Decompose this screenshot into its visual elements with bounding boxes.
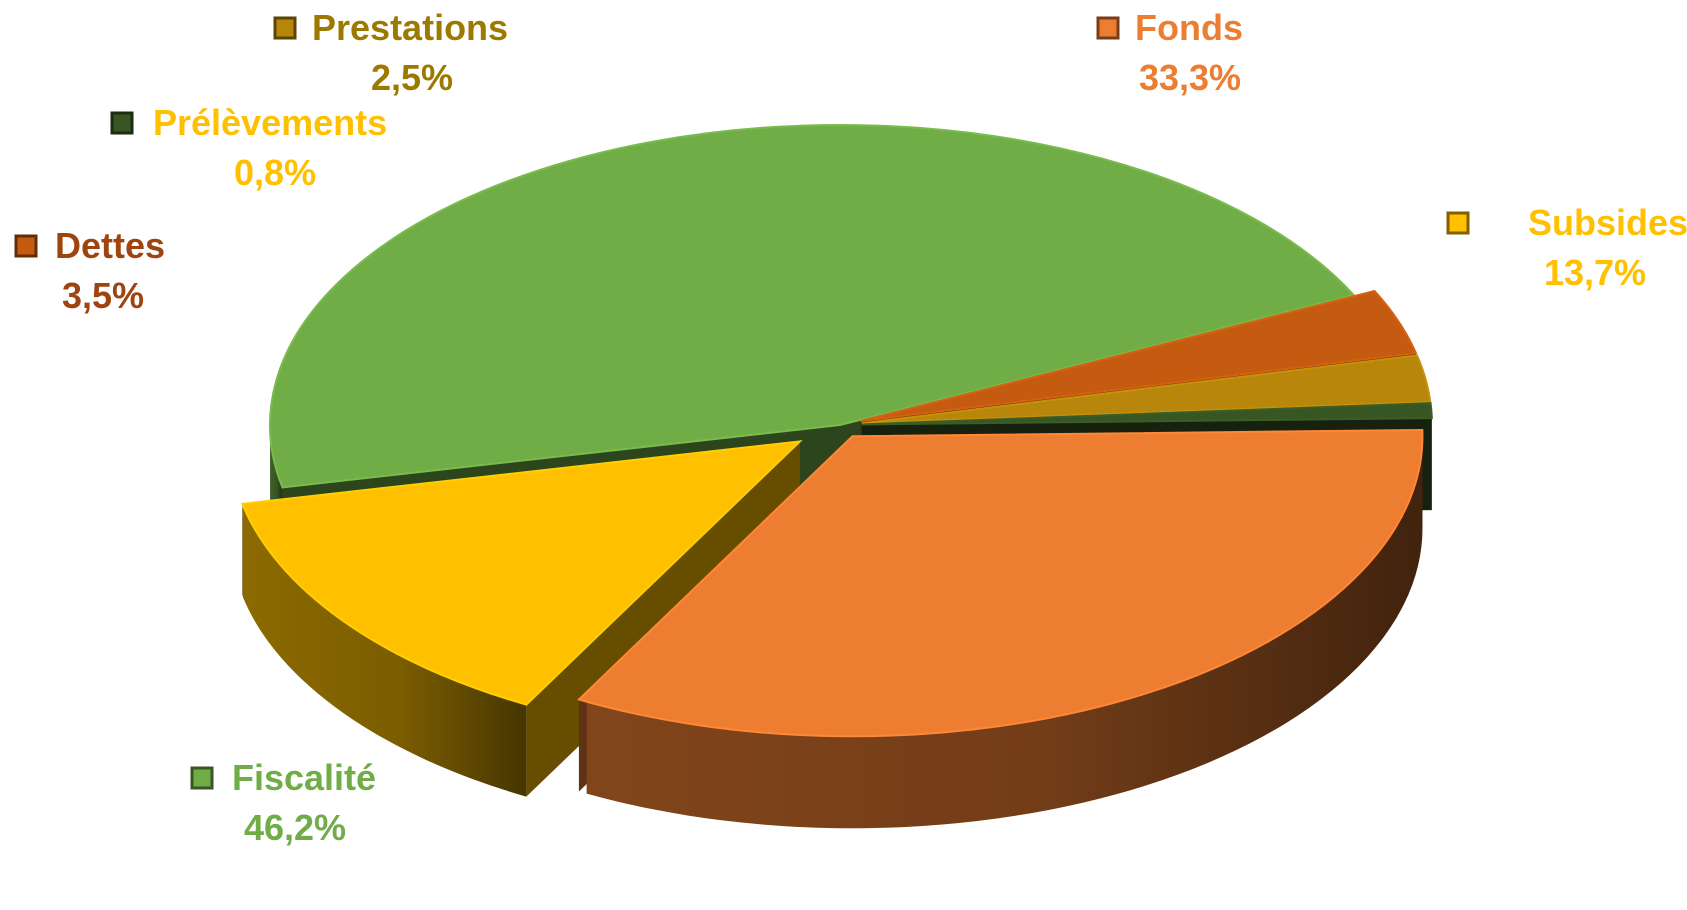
slice-fiscalite	[269, 124, 1356, 489]
slice-subsides-side-shade	[243, 505, 527, 797]
slice-dettes	[860, 289, 1418, 422]
slice-labels: Fiscalité 46,2% Dettes 3,5% Prestations 2,5%P…	[14, 7, 1687, 848]
slice-label-fonds: Fonds	[1135, 7, 1243, 48]
legend-marker-fonds	[1096, 16, 1120, 40]
legend-marker-fiscalite	[190, 766, 214, 790]
slice-value-subsides: 13,7%	[1544, 252, 1646, 293]
slice-label-subsides: Subsides	[1528, 202, 1687, 243]
legend-marker-prestations	[273, 16, 297, 40]
slice-subsides	[240, 440, 803, 706]
legend-marker-prelevements	[110, 111, 134, 135]
slice-fonds-side-shade	[586, 435, 1423, 829]
legend-marker-subsides	[1446, 211, 1470, 235]
slice-prestations	[861, 354, 1432, 425]
slice-value-fiscalite: 46,2%	[244, 807, 346, 848]
slice-prelevements	[861, 402, 1433, 426]
slice-value-fonds: 33,3%	[1139, 57, 1241, 98]
slice-label-dettes: Dettes	[55, 225, 165, 266]
slice-value-dettes: 3,5%	[62, 275, 144, 316]
slice-fonds	[576, 428, 1424, 738]
slice-label-prelevements: Prélèvements	[153, 102, 387, 143]
slice-label-prestations: Prestations	[312, 7, 508, 48]
slice-value-prestations: 2,5%	[371, 57, 453, 98]
pie-tops	[240, 124, 1433, 738]
legend-marker-dettes	[14, 234, 38, 258]
slice-label-fiscalite: Fiscalité	[232, 757, 376, 798]
slice-value-prelevements: 0,8%	[234, 152, 316, 193]
